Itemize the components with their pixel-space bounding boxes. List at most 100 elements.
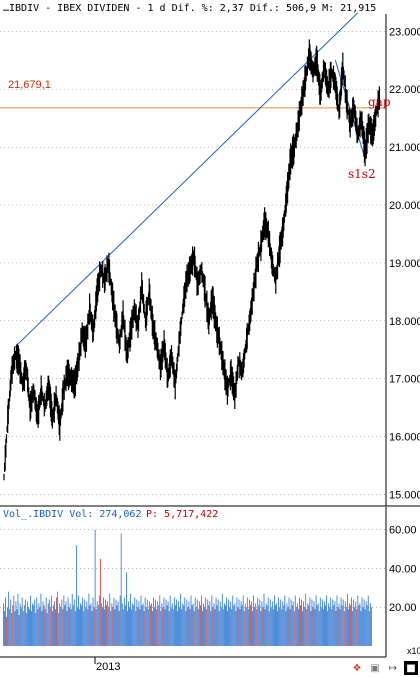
volume-bar bbox=[270, 607, 272, 646]
volume-bar bbox=[268, 611, 270, 646]
price-tick-labels: 15.000 16.000 17.000 18.000 19.000 20.000 21.0… bbox=[389, 26, 420, 501]
volume-bar bbox=[218, 611, 220, 646]
volume-bar bbox=[319, 597, 321, 646]
chart-toolbar: ❖ ▣ ↦ ■ bbox=[350, 661, 418, 675]
volume-bar bbox=[154, 607, 155, 646]
volume-bar bbox=[301, 599, 302, 646]
volume-bars bbox=[3, 529, 372, 646]
volume-bar bbox=[13, 595, 15, 646]
volume-bar bbox=[146, 599, 148, 646]
volume-bar bbox=[197, 609, 199, 646]
volume-bar bbox=[211, 595, 213, 646]
volume-bar bbox=[305, 593, 307, 646]
volume-bar bbox=[99, 558, 101, 646]
volume-bar bbox=[71, 593, 73, 646]
volume-bar bbox=[91, 611, 93, 646]
volume-bar bbox=[267, 597, 269, 646]
volume-bar bbox=[119, 595, 121, 646]
volume-bar bbox=[88, 593, 90, 646]
volume-bar bbox=[296, 603, 298, 646]
volume-bar bbox=[174, 605, 176, 646]
volume-bar bbox=[271, 601, 273, 646]
volume-bar bbox=[139, 609, 141, 646]
volume-bar bbox=[97, 605, 99, 646]
volume-bar bbox=[202, 611, 203, 646]
volume-bar bbox=[367, 595, 369, 646]
x-tick-label: 2013 bbox=[96, 661, 120, 673]
volume-bar bbox=[328, 603, 330, 646]
volume-tick-label: 40.00 bbox=[389, 563, 417, 575]
logo-icon: ❖ bbox=[352, 662, 362, 674]
volume-bar bbox=[31, 611, 32, 646]
volume-bar bbox=[332, 599, 334, 646]
volume-bar bbox=[287, 607, 289, 646]
volume-bar bbox=[61, 599, 63, 646]
volume-bar bbox=[201, 595, 202, 646]
volume-bar bbox=[138, 601, 140, 646]
volume-bar bbox=[213, 603, 215, 646]
volume-bar bbox=[55, 609, 56, 646]
volume-bar bbox=[288, 597, 290, 646]
volume-bar bbox=[331, 609, 333, 646]
volume-bar bbox=[326, 595, 327, 646]
price-tick-label: 16.000 bbox=[389, 432, 420, 444]
volume-bar bbox=[346, 593, 348, 646]
volume-bar bbox=[306, 609, 308, 646]
volume-bar bbox=[242, 595, 244, 646]
volume-bar bbox=[203, 603, 204, 646]
volume-bar bbox=[41, 611, 43, 646]
volume-bar bbox=[284, 595, 286, 646]
volume-bar bbox=[66, 611, 68, 646]
volume-bar bbox=[173, 597, 175, 646]
volume-bar bbox=[370, 607, 372, 646]
volume-bar bbox=[106, 605, 108, 646]
volume-bar bbox=[304, 607, 306, 646]
volume-bar bbox=[53, 605, 54, 646]
volume-bar bbox=[366, 605, 368, 646]
volume-bar bbox=[241, 605, 243, 646]
volume-bar bbox=[361, 597, 363, 646]
volume-bar bbox=[196, 599, 198, 646]
volume-bar bbox=[77, 607, 78, 646]
pin-icon[interactable]: ↦ bbox=[388, 662, 398, 674]
volume-bar bbox=[187, 607, 189, 646]
volume-label: Vol_.IBDIV Vol: 274,062 bbox=[3, 509, 141, 520]
volume-bar bbox=[122, 609, 124, 646]
volume-bar bbox=[337, 607, 339, 646]
volume-bar bbox=[237, 607, 239, 646]
volume-bar bbox=[160, 611, 162, 646]
volume-bar bbox=[9, 609, 11, 646]
volume-bar bbox=[11, 613, 13, 646]
volume-bar bbox=[29, 609, 30, 646]
close-icon[interactable]: ■ bbox=[404, 661, 418, 675]
volume-bar bbox=[40, 593, 42, 646]
volume-bar bbox=[253, 595, 254, 646]
volume-bar bbox=[51, 611, 53, 646]
volume-bar bbox=[167, 601, 169, 646]
price-tick-label: 17.000 bbox=[389, 374, 420, 386]
volume-bar bbox=[10, 599, 12, 646]
volume-bar bbox=[49, 607, 51, 646]
volume-bar bbox=[286, 603, 288, 646]
volume-bar bbox=[352, 611, 354, 646]
volume-bar bbox=[256, 609, 258, 646]
volume-bar bbox=[360, 611, 362, 646]
volume-bar bbox=[184, 597, 186, 646]
save-icon[interactable]: ▣ bbox=[370, 662, 380, 674]
volume-bar bbox=[17, 593, 19, 646]
volume-bar bbox=[123, 597, 125, 646]
volume-bar bbox=[297, 609, 299, 646]
volume-bar bbox=[219, 601, 221, 646]
volume-bar bbox=[172, 609, 174, 646]
volume-bar bbox=[149, 605, 151, 646]
volume-bar bbox=[299, 597, 300, 646]
volume-bar bbox=[134, 597, 136, 646]
volume-bar bbox=[14, 611, 16, 646]
gap-annotation: gap bbox=[368, 95, 391, 109]
volume-bar bbox=[124, 605, 126, 646]
volume-bar bbox=[157, 601, 159, 646]
volume-bar bbox=[83, 611, 85, 646]
volume-bar bbox=[315, 595, 317, 646]
volume-bar bbox=[307, 603, 309, 646]
volume-bar bbox=[259, 599, 261, 646]
